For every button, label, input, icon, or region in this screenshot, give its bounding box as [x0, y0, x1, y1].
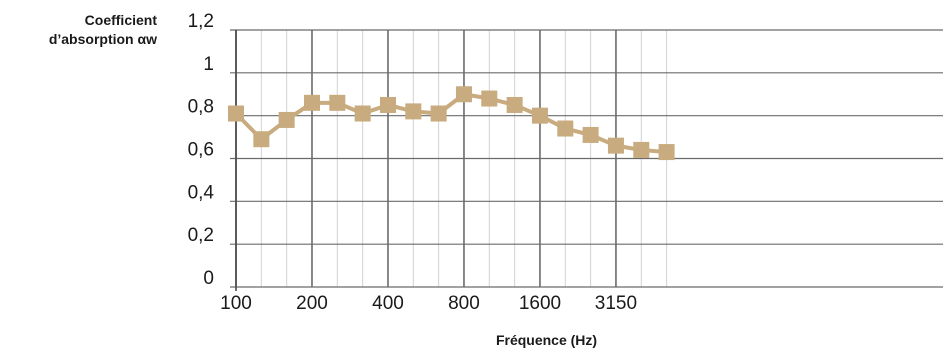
y-axis-title-line1: Coefficient: [84, 12, 157, 28]
data-point: [455, 86, 472, 103]
data-point: [531, 107, 548, 124]
data-point: [354, 105, 371, 122]
y-tick-label: 0,2: [188, 225, 214, 246]
data-point: [303, 94, 320, 111]
x-tick-label: 3150: [595, 293, 637, 314]
y-tick-label: 0,8: [188, 97, 214, 118]
x-axis-title: Fréquence (Hz): [495, 332, 598, 348]
x-tick-label: 400: [372, 293, 404, 314]
y-axis-title-line2: d’absorption αw: [48, 31, 157, 47]
data-point: [557, 120, 574, 137]
series-line: [234, 92, 667, 155]
data-point: [481, 90, 498, 107]
major-gridlines: [230, 29, 943, 288]
y-tick-label: 1: [203, 54, 214, 75]
x-tick-labels: 100 200 400 800 1600 3150: [220, 293, 637, 314]
data-point: [278, 111, 295, 128]
x-tick-label: 800: [448, 293, 480, 314]
data-point: [430, 105, 447, 122]
x-tick-label: 1600: [519, 293, 561, 314]
y-tick-label: 0: [203, 268, 214, 289]
data-point: [633, 141, 650, 158]
y-axis-title: Coefficient d’absorption αw: [49, 11, 157, 49]
data-point: [607, 137, 624, 154]
x-tick-label: 200: [296, 293, 328, 314]
data-point: [506, 96, 523, 113]
data-series: [228, 86, 675, 161]
data-point: [228, 105, 244, 122]
y-tick-label: 0,6: [188, 140, 214, 161]
y-tick-label: 1,2: [188, 11, 214, 32]
data-point: [405, 103, 422, 120]
data-point: [253, 131, 270, 148]
data-point: [582, 126, 599, 143]
data-point: [329, 94, 346, 111]
y-tick-labels: 0 0,2 0,4 0,6 0,8 1 1,2: [188, 11, 215, 289]
x-tick-label: 100: [220, 293, 252, 314]
y-tick-label: 0,4: [188, 182, 215, 203]
data-point: [658, 144, 675, 161]
data-point: [379, 96, 396, 113]
